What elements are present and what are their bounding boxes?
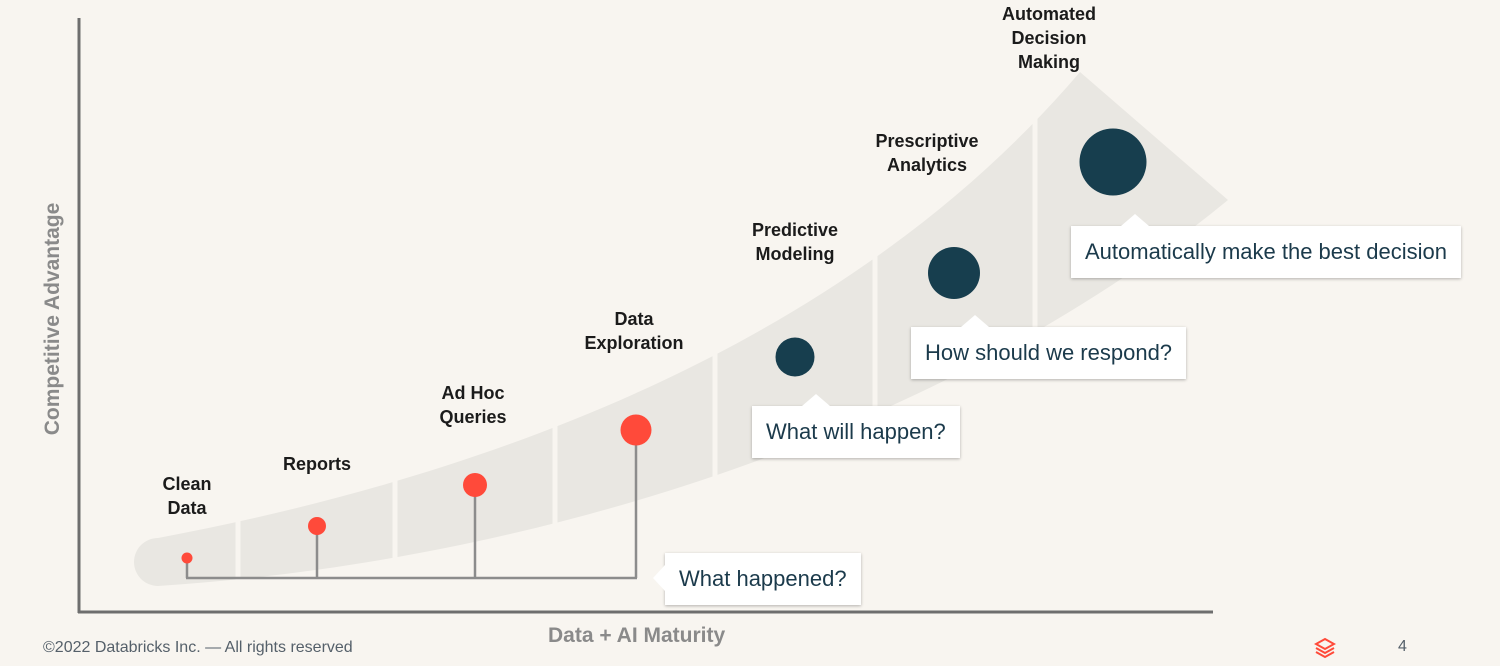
past-connectors [185, 430, 638, 580]
callout-what-happened: What happened? [653, 553, 861, 605]
page-number: 4 [1398, 638, 1407, 655]
stage-dot-clean-data [181, 552, 193, 564]
stage-dot-prescriptive-analytics [928, 247, 980, 299]
stage-dot-ad-hoc-queries [463, 473, 487, 497]
copyright-text: ©2022 Databricks Inc. — All rights reser… [43, 639, 353, 656]
callout-automatically-make-best-decision: Automatically make the best decision [1071, 214, 1461, 278]
callout-how-should-we-respond: How should we respond? [911, 315, 1187, 379]
maturity-band [134, 72, 1228, 586]
stage-label-predictive-modeling: Predictive Modeling [751, 220, 839, 264]
stage-label-reports: Reports [282, 454, 351, 474]
stage-label-clean-data: Clean Data [162, 474, 212, 518]
stage-label-ad-hoc-queries: Ad Hoc Queries [439, 383, 507, 427]
databricks-logo-icon [1314, 637, 1336, 659]
callout-what-will-happen: What will happen? [752, 394, 960, 458]
stage-label-prescriptive-analytics: Prescriptive Analytics [875, 131, 979, 175]
stage-label-data-exploration: Data Exploration [584, 309, 684, 353]
y-axis-label: Competitive Advantage [41, 202, 64, 436]
stage-dot-automated-decision-making [1079, 128, 1147, 196]
x-axis-label: Data + AI Maturity [548, 624, 726, 647]
stage-dot-predictive-modeling [775, 337, 815, 377]
stage-label-automated-decision-making: Automated Decision Making [1002, 4, 1096, 72]
stage-dot-data-exploration [620, 414, 652, 446]
stage-dot-reports [308, 517, 326, 535]
